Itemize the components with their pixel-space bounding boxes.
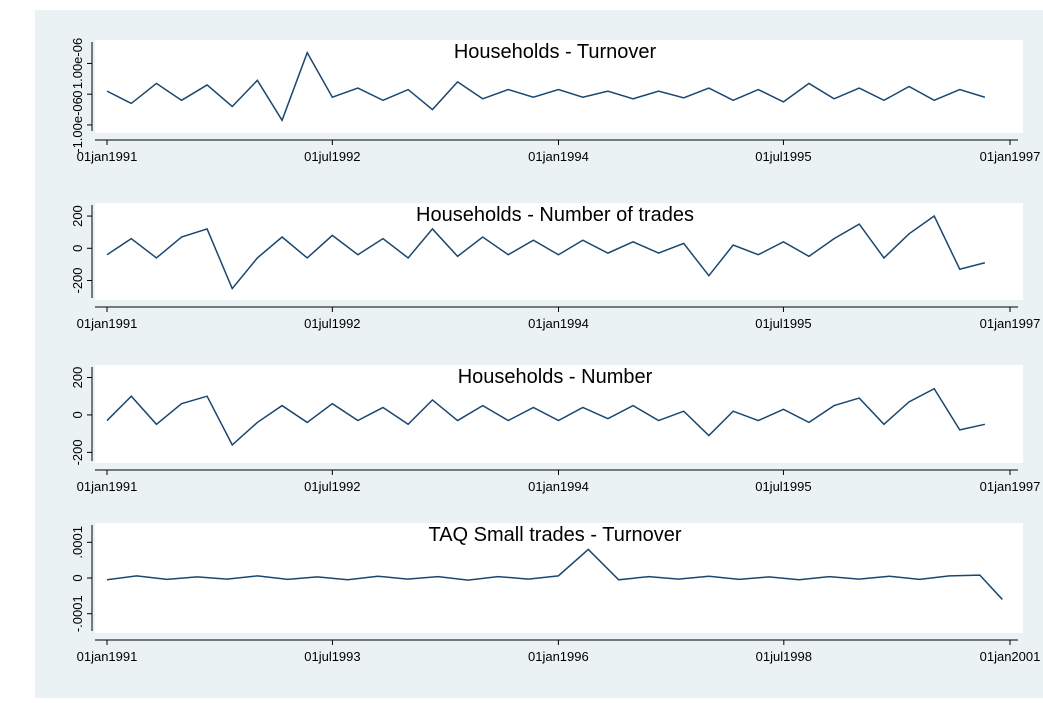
y-tick-label: 0 <box>70 91 85 98</box>
y-tick-label: -1.00e-06 <box>70 97 85 153</box>
x-tick-label: 01jul1998 <box>756 649 812 664</box>
plot-region <box>95 203 1023 300</box>
x-tick-label: 01jan1997 <box>980 149 1041 164</box>
x-tick-label: 01jan1997 <box>980 316 1041 331</box>
x-tick-label: 01jul1993 <box>304 649 360 664</box>
series-line <box>106 548 1003 600</box>
x-tick-label: 01jan1996 <box>528 649 589 664</box>
y-tick-label: 1.00e-06 <box>70 38 85 89</box>
series-line <box>106 387 986 447</box>
plot-region <box>95 40 1023 133</box>
y-tick-label: .0001 <box>70 526 85 559</box>
y-tick-label: 0 <box>70 411 85 418</box>
x-tick-label: 01jan1994 <box>528 316 589 331</box>
y-tick-label: 0 <box>70 574 85 581</box>
chart-title: Households - Number of trades <box>416 204 694 226</box>
chart-title: Households - Turnover <box>454 41 657 63</box>
y-tick-label: -.0001 <box>70 595 85 632</box>
x-tick-label: 01jul1995 <box>755 149 811 164</box>
x-tick-label: 01jul1992 <box>304 479 360 494</box>
series-line <box>106 50 986 123</box>
x-tick-label: 01jan1994 <box>528 479 589 494</box>
x-tick-label: 01jul1992 <box>304 149 360 164</box>
y-tick-label: 200 <box>70 367 85 389</box>
chart-title: TAQ Small trades - Turnover <box>428 524 681 546</box>
plot-region <box>95 365 1023 463</box>
y-tick-label: 200 <box>70 205 85 227</box>
x-tick-label: 01jul1995 <box>755 479 811 494</box>
chart-title: Households - Number <box>458 366 653 388</box>
x-tick-label: 01jan1991 <box>77 479 138 494</box>
series-line <box>106 214 986 290</box>
x-tick-label: 01jul1992 <box>304 316 360 331</box>
x-tick-label: 01jan1991 <box>77 649 138 664</box>
x-tick-label: 01jan1991 <box>77 316 138 331</box>
y-tick-label: -200 <box>70 267 85 293</box>
x-tick-label: 01jan1994 <box>528 149 589 164</box>
x-tick-label: 01jan1997 <box>980 479 1041 494</box>
x-tick-label: 01jan2001 <box>980 649 1041 664</box>
x-tick-label: 01jan1991 <box>77 149 138 164</box>
y-tick-label: 0 <box>70 245 85 252</box>
y-tick-label: -200 <box>70 439 85 465</box>
x-tick-label: 01jul1995 <box>755 316 811 331</box>
